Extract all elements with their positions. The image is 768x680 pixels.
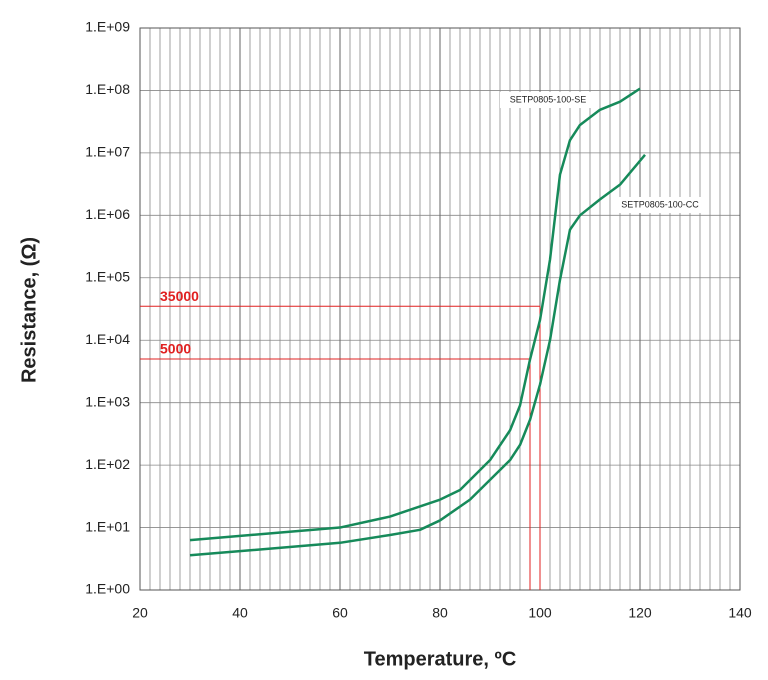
y-tick-label: 1.E+01	[85, 518, 130, 534]
x-tick-label: 20	[132, 605, 148, 621]
x-tick-label: 60	[332, 605, 348, 621]
x-tick-label: 80	[432, 605, 448, 621]
y-tick-label: 1.E+05	[85, 268, 130, 284]
annotation-label: 5000	[160, 341, 191, 357]
x-tick-label: 100	[528, 605, 552, 621]
x-tick-label: 140	[728, 605, 752, 621]
x-tick-label: 40	[232, 605, 248, 621]
series-line	[189, 154, 646, 557]
x-tick-label: 120	[628, 605, 652, 621]
y-tick-label: 1.E+00	[85, 581, 130, 597]
y-tick-label: 1.E+04	[85, 331, 130, 347]
series-line	[189, 87, 641, 542]
y-axis-title: Resistance, (Ω)	[18, 237, 40, 383]
series-label-box	[500, 92, 596, 108]
plot-frame	[139, 27, 741, 591]
y-tick-label: 1.E+03	[85, 393, 130, 409]
y-tick-label: 1.E+06	[85, 206, 130, 222]
y-tick-label: 1.E+09	[85, 19, 130, 35]
annotation-label: 35000	[160, 288, 199, 304]
series-label: SETP0805-100-SE	[510, 94, 587, 104]
series-label: SETP0805-100-CC	[621, 199, 699, 209]
x-axis-title: Temperature, ºC	[364, 648, 517, 670]
series-label-box	[612, 197, 708, 213]
y-tick-label: 1.E+08	[85, 81, 130, 97]
y-tick-label: 1.E+02	[85, 456, 130, 472]
y-tick-label: 1.E+07	[85, 144, 130, 160]
